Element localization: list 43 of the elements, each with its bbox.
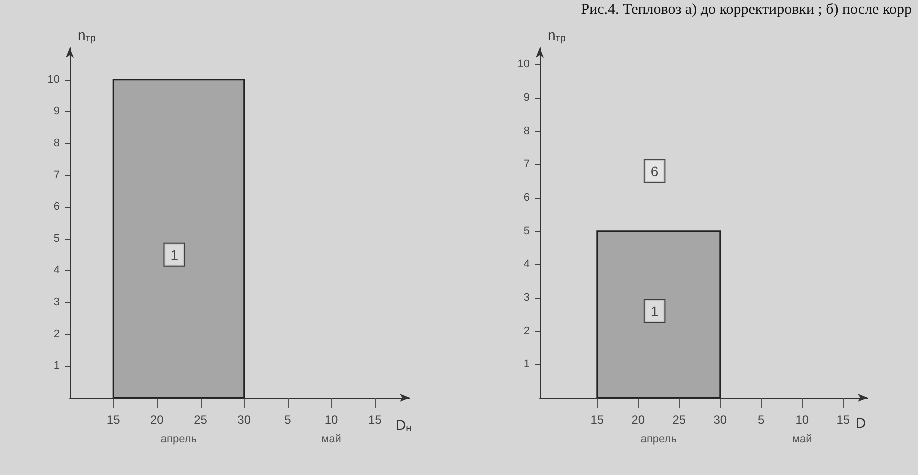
text: апрель	[160, 434, 198, 446]
y-tick-label: 5	[54, 232, 60, 245]
y-tick-label: 8	[54, 137, 60, 150]
y-tick-label: 7	[54, 169, 60, 182]
y-tick-label: 2	[54, 328, 60, 340]
x-tick-label: 20	[150, 413, 164, 427]
x-axis-title: D	[856, 415, 866, 431]
y-tick-label: 6	[54, 201, 60, 214]
y-tick-label: 8	[524, 125, 530, 138]
text: май	[322, 434, 342, 446]
x-tick-label: 15	[368, 413, 382, 427]
text: май	[792, 434, 812, 446]
x-tick-label: 30	[714, 413, 728, 427]
x-tick-label: 10	[324, 413, 339, 427]
x-tick-label: 30	[238, 413, 252, 427]
y-tick-label: 4	[54, 264, 60, 277]
text: апрель	[640, 434, 678, 446]
chart-title: Рис.4. Тепловоз а) до корректировки ; б) после корр	[581, 2, 912, 19]
y-tick-label: 2	[524, 325, 530, 338]
y-tick-label: 9	[54, 106, 60, 118]
x-tick-label: 10	[796, 413, 810, 427]
x-tick-label: 15	[590, 413, 604, 427]
x-tick-label: 25	[672, 413, 686, 427]
x-tick-label: 5	[758, 413, 766, 427]
x-tick-label: 20	[632, 413, 646, 427]
y-tick-label: 10	[518, 58, 530, 71]
annotation: 6	[650, 163, 659, 180]
y-tick-label: 5	[524, 225, 530, 238]
y-tick-label: 10	[48, 74, 60, 86]
y-tick-label: 4	[524, 258, 530, 271]
x-tick-label: 15	[836, 413, 850, 427]
annotation: 1	[650, 303, 659, 320]
x-tick-label: 25	[194, 413, 208, 427]
y-tick-label: 6	[524, 192, 530, 204]
x-tick-label: 15	[106, 413, 121, 427]
y-tick-label: 7	[524, 158, 530, 171]
y-tick-label: 3	[54, 296, 60, 309]
y-tick-label: 1	[54, 360, 60, 372]
y-tick-label: 9	[524, 92, 530, 104]
y-tick-label: 1	[524, 358, 530, 371]
y-tick-label: 3	[524, 292, 530, 304]
annotation: 1	[170, 246, 179, 263]
x-tick-label: 5	[284, 413, 292, 427]
